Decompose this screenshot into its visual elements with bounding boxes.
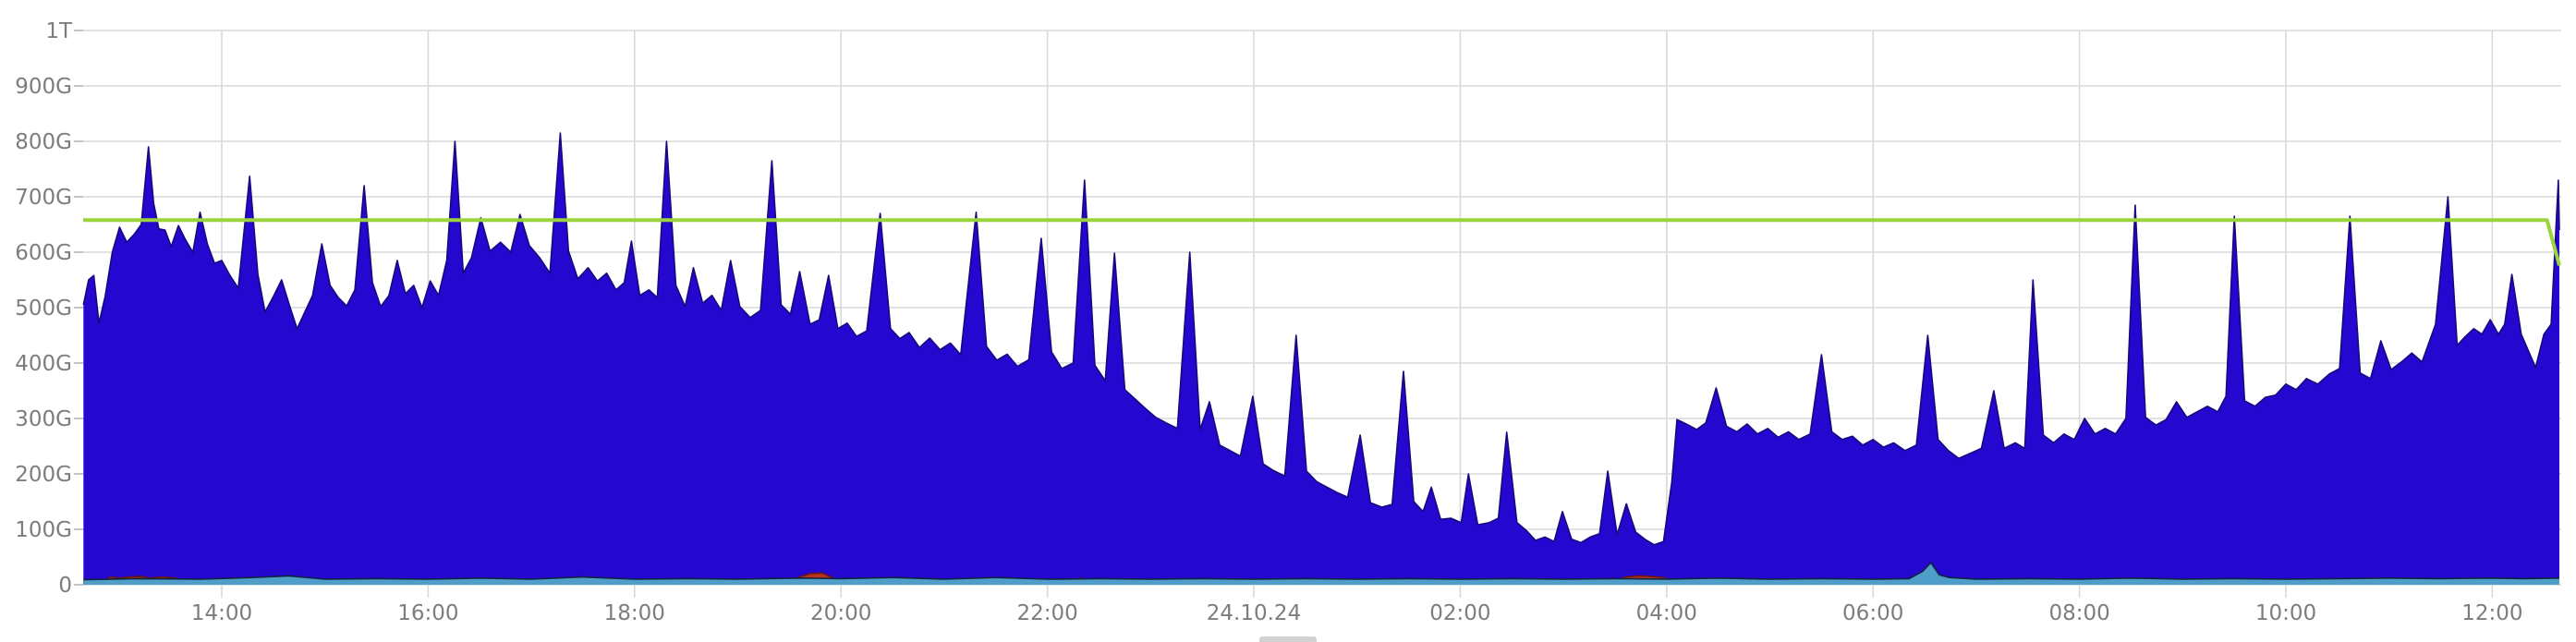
y-axis-label: 700G <box>15 186 72 210</box>
series-outline-red_area <box>83 572 2559 583</box>
x-axis-label: 16:00 <box>397 601 458 625</box>
series-outline-cyan_area <box>83 562 2560 581</box>
y-axis-label: 400G <box>15 352 72 376</box>
x-axis-label: 18:00 <box>604 601 665 625</box>
series-area-blue_area <box>83 133 2559 585</box>
x-axis-label: 14:00 <box>191 601 252 625</box>
y-axis-label: 800G <box>15 130 72 154</box>
series-outline-blue_area <box>82 132 2560 546</box>
y-axis-label: 300G <box>15 407 72 431</box>
y-axis-label: 1T <box>45 19 73 43</box>
x-axis-label: 04:00 <box>1636 601 1697 625</box>
x-axis-label: 06:00 <box>1842 601 1903 625</box>
y-axis-label: 200G <box>15 463 72 487</box>
x-axis-label: 12:00 <box>2461 601 2522 625</box>
x-axis-label: 20:00 <box>810 601 871 625</box>
x-axis-label: 22:00 <box>1016 601 1077 625</box>
x-axis-label: 24.10.24 <box>1207 601 1301 625</box>
y-axis-label: 100G <box>15 518 72 542</box>
horizontal-scrollbar-thumb[interactable] <box>1259 636 1317 642</box>
x-axis-label: 02:00 <box>1429 601 1490 625</box>
x-axis-label: 10:00 <box>2255 601 2316 625</box>
y-axis-label: 500G <box>15 297 72 321</box>
y-axis-label: 600G <box>15 241 72 265</box>
y-axis-label: 0 <box>58 574 72 598</box>
threshold-line <box>83 218 2561 266</box>
y-axis-label: 900G <box>15 75 72 99</box>
x-axis-label: 08:00 <box>2048 601 2109 625</box>
